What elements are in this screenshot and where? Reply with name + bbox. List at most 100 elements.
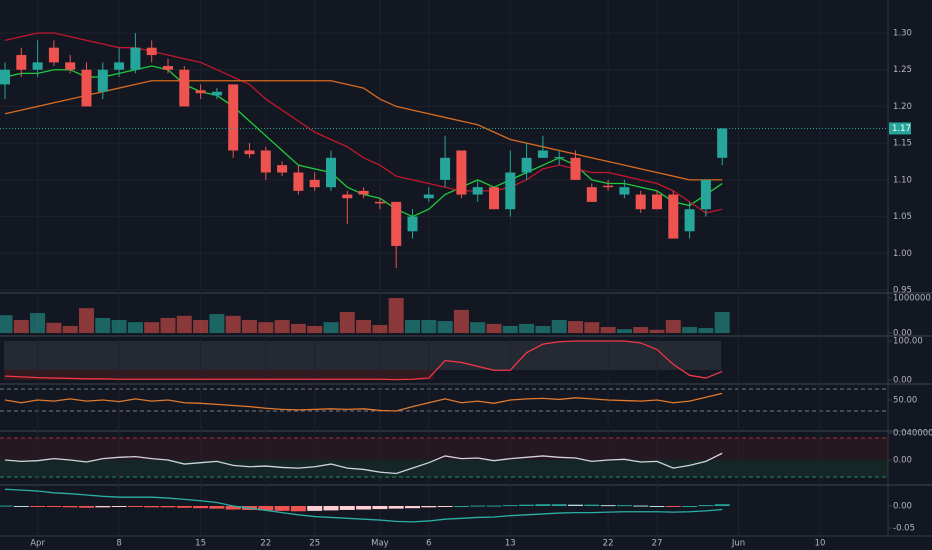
x-tick-label: Apr: [30, 539, 45, 549]
candle-body: [668, 194, 679, 239]
candle-body: [700, 179, 711, 210]
histogram-bar: [193, 506, 209, 509]
volume-bar: [79, 308, 94, 333]
volume-bar: [486, 323, 502, 333]
y-tick-label: 1.25: [893, 65, 912, 75]
indicator-line: [4, 32, 723, 214]
volume-bar: [225, 315, 241, 333]
volume-bar: [30, 313, 46, 333]
candle-body: [309, 179, 320, 188]
histogram-bar: [405, 506, 420, 509]
candle-body: [537, 150, 548, 158]
candle-body: [407, 216, 418, 232]
histogram-bar: [274, 506, 290, 511]
candle-body: [570, 157, 581, 180]
volume-bar: [682, 327, 698, 333]
y-tick-label: 0.00: [893, 329, 912, 339]
candle-body: [326, 157, 336, 188]
volume-bar: [13, 320, 29, 333]
volume-bar: [111, 320, 127, 333]
histogram-bar: [225, 506, 241, 510]
histogram-bar: [665, 506, 681, 507]
volume-bar: [372, 324, 388, 333]
last-price-box: [889, 122, 911, 135]
candle-body: [65, 62, 76, 70]
volume-bar: [339, 312, 355, 333]
candle-body: [32, 62, 43, 70]
volume-bar: [568, 321, 583, 333]
x-tick-label: 8: [116, 539, 121, 549]
oscillator-fill: [4, 370, 434, 380]
histogram-bar: [616, 505, 632, 507]
volume-bar: [323, 322, 339, 333]
histogram-bar: [633, 505, 649, 507]
candle-body: [195, 90, 206, 94]
histogram-bar: [535, 504, 551, 506]
volume-bar: [144, 322, 160, 333]
candle-body: [48, 47, 59, 63]
volume-bar: [160, 317, 176, 333]
candle-body: [554, 157, 565, 159]
histogram-bar: [323, 506, 339, 511]
indicator-line: [4, 80, 723, 181]
x-tick-label: 13: [505, 539, 516, 549]
y-tick-label: 0.95: [893, 286, 912, 296]
indicator-line: [4, 452, 723, 475]
histogram-bar: [176, 506, 192, 508]
candle-body: [505, 172, 516, 210]
x-tick-label: Jun: [731, 539, 745, 549]
histogram-bar: [339, 506, 355, 510]
volume-bar: [356, 320, 372, 333]
candle-body: [244, 150, 255, 155]
histogram-bar: [160, 506, 176, 508]
histogram-bar: [421, 506, 437, 508]
histogram-bar: [0, 505, 13, 507]
histogram-bar: [649, 506, 665, 507]
volume-bar: [193, 320, 209, 333]
candle-body: [603, 185, 614, 188]
candle-body: [163, 66, 173, 70]
y-tick-label: 0.00: [893, 376, 912, 386]
histogram-bar: [307, 506, 323, 511]
histogram-bar: [209, 506, 225, 509]
volume-bar: [274, 320, 290, 333]
indicator-line: [4, 340, 723, 381]
last-price-label: 1.17: [892, 124, 911, 134]
volume-bar: [258, 322, 274, 333]
histogram-bar: [372, 506, 388, 510]
volume-bar: [421, 320, 437, 333]
candle-body: [619, 187, 630, 195]
y-tick-label: 1.05: [893, 212, 912, 222]
candle-body: [635, 194, 646, 210]
x-tick-label: 15: [195, 539, 206, 549]
candle-body: [179, 69, 190, 107]
candle-body: [440, 157, 451, 180]
histogram-bar: [111, 506, 127, 507]
y-tick-label: 1.20: [893, 102, 912, 112]
volume-bar: [0, 315, 13, 333]
volume-bar: [453, 309, 469, 333]
volume-bar: [95, 317, 111, 333]
candle-body: [489, 187, 499, 210]
histogram-bar: [519, 504, 535, 506]
histogram-bar: [551, 504, 567, 506]
candle-body: [114, 62, 125, 70]
y-tick-label: 50.00: [893, 396, 917, 406]
histogram-bar: [714, 504, 730, 506]
x-tick-label: 22: [603, 539, 614, 549]
candle-body: [456, 150, 467, 195]
volume-bar: [127, 322, 143, 333]
x-tick-label: 10: [815, 539, 826, 549]
histogram-bar: [30, 506, 46, 507]
y-tick-label: 1.15: [893, 139, 912, 149]
histogram-bar: [502, 505, 518, 507]
histogram-bar: [356, 506, 372, 510]
volume-bar: [535, 326, 551, 333]
candle-body: [0, 69, 10, 85]
volume-bar: [519, 323, 535, 333]
volume-bar: [502, 326, 518, 333]
y-tick-label: 1.10: [893, 175, 912, 185]
volume-bar: [714, 312, 730, 333]
volume-bar: [437, 321, 453, 333]
